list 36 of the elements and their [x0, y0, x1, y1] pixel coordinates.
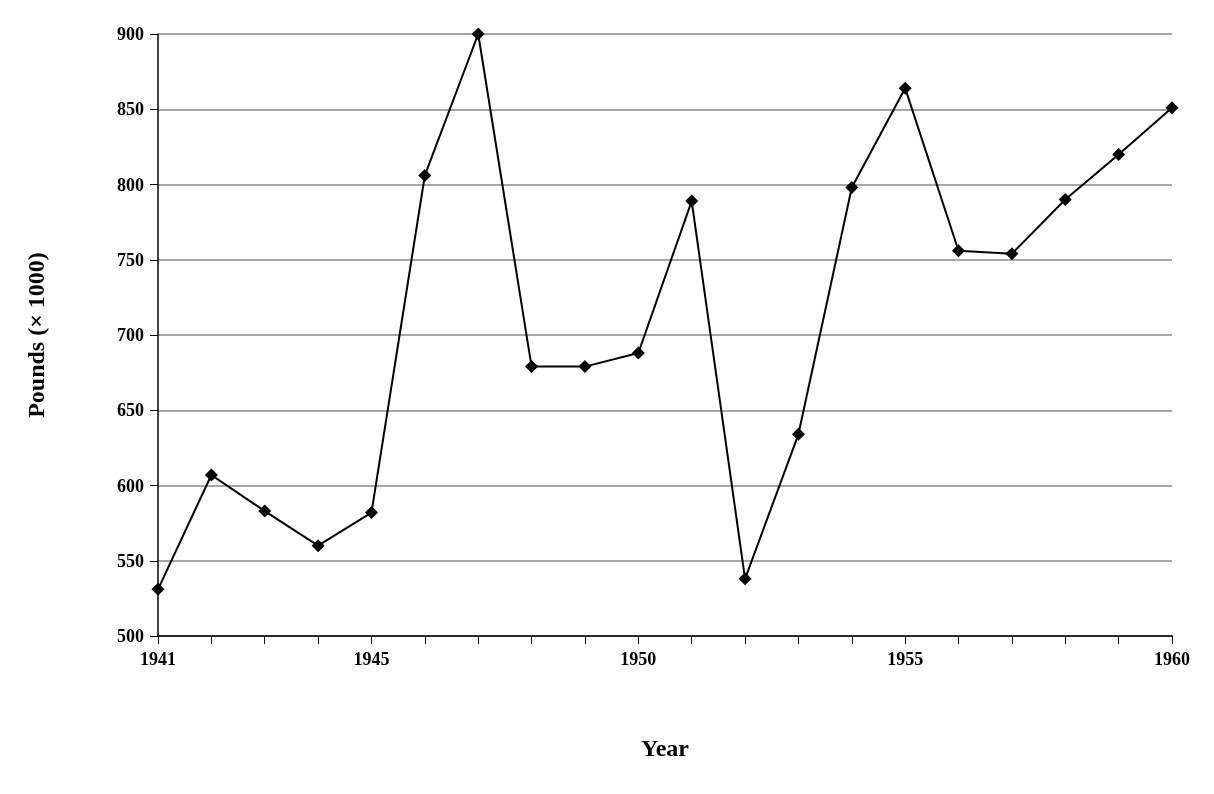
y-tick-label: 500 [117, 626, 144, 646]
x-tick-label: 1955 [887, 649, 924, 669]
x-tick-label: 1945 [353, 649, 390, 669]
point [1165, 101, 1179, 115]
y-tick-label: 800 [117, 174, 144, 195]
y-axis-title: Pounds (× 1000) [23, 252, 49, 418]
point [1058, 193, 1072, 207]
point [1005, 247, 1019, 261]
point [845, 181, 859, 195]
y-tick-label: 550 [117, 550, 144, 571]
point [204, 468, 218, 482]
point [525, 360, 539, 374]
y-tick-label: 750 [117, 249, 144, 270]
point [471, 27, 485, 41]
x-tick-label: 1960 [1154, 649, 1190, 669]
x-axis-title: Year [641, 735, 690, 761]
point [1112, 147, 1126, 161]
point [258, 504, 272, 518]
point [151, 582, 165, 596]
y-tick-label: 700 [117, 325, 144, 345]
point [952, 244, 966, 258]
point [738, 572, 752, 586]
point [311, 539, 325, 553]
point [898, 81, 912, 95]
point [685, 194, 699, 208]
point [631, 346, 645, 360]
x-tick-label: 1941 [140, 649, 176, 669]
y-tick-label: 900 [117, 24, 144, 44]
point [791, 427, 805, 441]
y-tick-label: 600 [117, 475, 144, 496]
y-tick-label: 850 [117, 99, 144, 120]
point [364, 506, 378, 520]
x-tick-label: 1950 [620, 649, 657, 669]
point [578, 360, 592, 374]
point [418, 168, 432, 182]
y-tick-label: 650 [117, 400, 144, 421]
